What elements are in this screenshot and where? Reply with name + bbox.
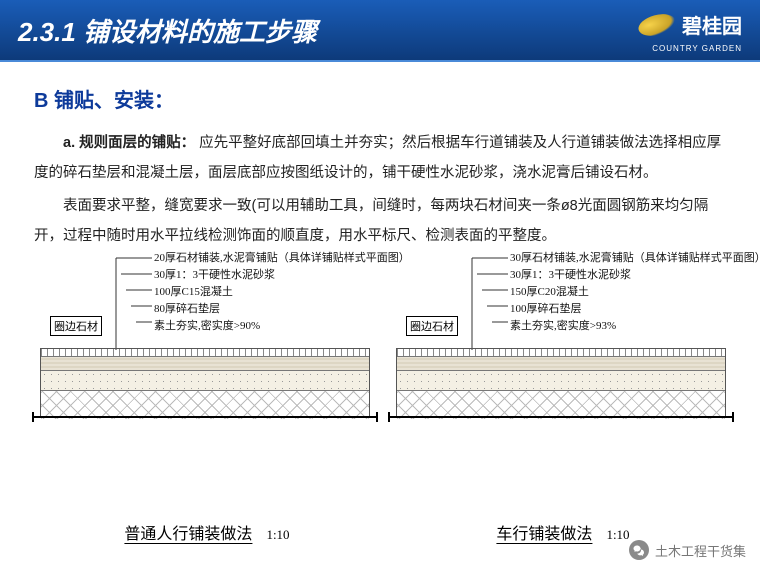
cross-section-pedestrian [40, 348, 370, 418]
diagram-title-left: 普通人行铺装做法 1:10 [40, 520, 370, 544]
layer-gravel [397, 391, 725, 419]
brand-logo: 碧桂园 COUNTRY GARDEN [638, 10, 742, 39]
slide-content: B 铺贴、安装： a. 规则面层的铺贴： 应先平整好底部回填土并夯实；然后根据车… [0, 62, 760, 544]
cross-section-vehicular [396, 348, 726, 418]
callout-line: 30厚石材铺装,水泥膏铺贴（具体详铺贴样式平面图） [510, 250, 760, 267]
logo-swirl-icon [636, 10, 678, 39]
diagram-title-text: 车行铺装做法 [492, 526, 596, 543]
callout-line: 20厚石材铺装,水泥膏铺贴（具体详铺贴样式平面图） [154, 250, 410, 267]
layer-stone [397, 349, 725, 357]
callout-line: 30厚1：3干硬性水泥砂浆 [154, 267, 410, 284]
brand-text: 碧桂园 [682, 10, 742, 39]
callout-line: 100厚C15混凝土 [154, 284, 410, 301]
diagram-pedestrian: 圈边石材 20厚石材铺装,水泥膏铺贴（具体详铺贴样式平面图） 30厚1：3干硬性… [40, 256, 370, 544]
callout-line: 150厚C20混凝土 [510, 284, 760, 301]
paragraph-b: 表面要求平整，缝宽要求一致(可以用辅助工具，间缝时，每两块石材间夹一条ø8光面圆… [34, 192, 726, 251]
right-callouts: 30厚石材铺装,水泥膏铺贴（具体详铺贴样式平面图） 30厚1：3干硬性水泥砂浆 … [510, 250, 760, 335]
paragraph-a: a. 规则面层的铺贴： 应先平整好底部回填土并夯实；然后根据车行道铺装及人行道铺… [34, 129, 726, 188]
callout-line: 素土夯实,密实度>93% [510, 318, 760, 335]
left-side-label: 圈边石材 [50, 316, 102, 336]
callout-line: 30厚1：3干硬性水泥砂浆 [510, 267, 760, 284]
left-callouts: 20厚石材铺装,水泥膏铺贴（具体详铺贴样式平面图） 30厚1：3干硬性水泥砂浆 … [154, 250, 410, 335]
layer-concrete [41, 371, 369, 391]
diagram-vehicular: 圈边石材 30厚石材铺装,水泥膏铺贴（具体详铺贴样式平面图） 30厚1：3干硬性… [396, 256, 726, 544]
callout-line: 素土夯实,密实度>90% [154, 318, 410, 335]
brand-subtext: COUNTRY GARDEN [652, 44, 742, 53]
para-a-label: a. 规则面层的铺贴： [63, 135, 195, 151]
diagram-scale: 1:10 [606, 527, 629, 542]
layer-mortar [397, 357, 725, 371]
right-side-label: 圈边石材 [406, 316, 458, 336]
diagram-title-text: 普通人行铺装做法 [120, 526, 256, 543]
slide-header: 2.3.1 铺设材料的施工步骤 碧桂园 COUNTRY GARDEN [0, 0, 760, 62]
wechat-icon [629, 540, 649, 560]
layer-stone [41, 349, 369, 357]
ground-line-icon [32, 416, 378, 418]
diagram-scale: 1:10 [266, 527, 289, 542]
layer-gravel [41, 391, 369, 419]
watermark: 土木工程干货集 [629, 540, 746, 560]
leader-lines-icon [452, 252, 508, 352]
diagrams-row: 圈边石材 20厚石材铺装,水泥膏铺贴（具体详铺贴样式平面图） 30厚1：3干硬性… [34, 256, 726, 544]
layer-concrete [397, 371, 725, 391]
ground-line-icon [388, 416, 734, 418]
leader-lines-icon [96, 252, 152, 352]
section-b-heading: B 铺贴、安装： [34, 84, 726, 113]
slide-title: 2.3.1 铺设材料的施工步骤 [18, 12, 317, 49]
callout-line: 100厚碎石垫层 [510, 301, 760, 318]
callout-line: 80厚碎石垫层 [154, 301, 410, 318]
watermark-text: 土木工程干货集 [655, 541, 746, 560]
layer-mortar [41, 357, 369, 371]
